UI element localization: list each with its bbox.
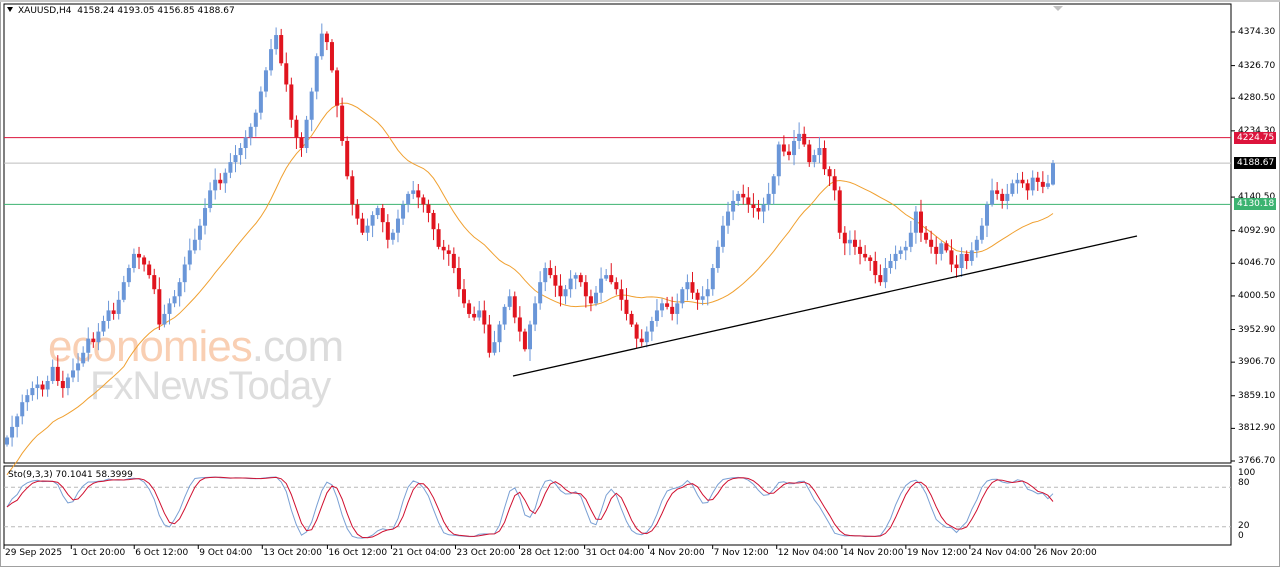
moving-average — [6, 102, 1054, 476]
price-tick-label: 3859.10 — [1238, 390, 1276, 401]
symbol-label: XAUUSD,H4 — [18, 6, 72, 16]
time-tick-label: 1 Oct 20:00 — [72, 548, 126, 558]
time-axis-ticks — [3, 545, 1036, 549]
stochastic-tick-label: 80 — [1238, 478, 1250, 488]
chart-shift-marker-icon[interactable] — [1053, 6, 1063, 11]
time-tick-label: 12 Nov 04:00 — [777, 548, 839, 558]
watermark-fxnewstoday: FxNewsToday — [90, 364, 331, 408]
price-tick-label: 3952.90 — [1238, 324, 1276, 335]
time-tick-label: 13 Oct 20:00 — [263, 548, 322, 558]
price-tick-label: 4374.30 — [1238, 27, 1276, 37]
dropdown-triangle-icon[interactable] — [7, 7, 13, 12]
price-tick-label: 4140.50 — [1238, 192, 1276, 203]
time-tick-label: 26 Nov 20:00 — [1036, 548, 1097, 558]
time-tick-label: 7 Nov 12:00 — [713, 548, 769, 558]
time-tick-label: 28 Oct 12:00 — [520, 548, 580, 558]
price-panel-border — [3, 3, 1232, 464]
price-tick-label: 3812.90 — [1238, 423, 1276, 434]
watermark-suffix: .com — [251, 322, 344, 371]
stochastic-tick-label: 100 — [1238, 468, 1256, 478]
time-tick-label: 4 Nov 20:00 — [649, 548, 705, 558]
window-top-border — [0, 0, 1280, 2]
time-tick-label: 21 Oct 04:00 — [392, 548, 452, 558]
price-tick-label: 4280.50 — [1238, 93, 1276, 104]
price-tick-label: 3766.70 — [1238, 456, 1276, 466]
ohlc-values: 4158.24 4193.05 4156.85 4188.67 — [77, 6, 235, 16]
stochastic-panel-border — [3, 465, 1232, 546]
time-tick-label: 19 Nov 12:00 — [906, 548, 968, 558]
stochastic-label: Sto(9,3,3) 70.1041 58.3999 — [8, 470, 133, 480]
price-axis-ticks — [1231, 31, 1235, 462]
time-tick-label: 23 Oct 20:00 — [456, 548, 516, 558]
price-tick-label: 4234.30 — [1238, 126, 1275, 136]
price-tick-label: 4000.50 — [1238, 290, 1276, 301]
support-level-tag: 4130.18 — [1234, 198, 1276, 211]
time-tick-label: 31 Oct 04:00 — [585, 548, 645, 558]
chart-title: XAUUSD,H4 4158.24 4193.05 4156.85 4188.6… — [7, 6, 235, 16]
stochastic-lines — [4, 476, 1231, 539]
time-tick-label: 24 Nov 04:00 — [970, 548, 1032, 558]
horizontal-lines[interactable] — [4, 137, 1231, 205]
candlesticks — [5, 23, 1055, 447]
trendline[interactable] — [512, 235, 1138, 377]
time-tick-label: 29 Sep 2025 — [5, 548, 63, 558]
current-price-tag: 4188.67 — [1234, 157, 1276, 170]
time-tick-label: 9 Oct 04:00 — [199, 548, 253, 558]
stochastic-tick-label: 20 — [1238, 521, 1250, 531]
price-tick-label: 3906.70 — [1238, 357, 1276, 368]
price-tick-label: 4092.90 — [1238, 225, 1276, 236]
resistance-level-tag: 4224.75 — [1234, 131, 1276, 144]
price-tick-label: 4326.70 — [1238, 60, 1276, 71]
price-tick-label: 4046.70 — [1238, 258, 1276, 269]
time-tick-label: 16 Oct 12:00 — [328, 548, 388, 558]
stochastic-tick-label: 0 — [1238, 531, 1244, 541]
time-tick-label: 6 Oct 12:00 — [135, 548, 189, 558]
time-tick-label: 14 Nov 20:00 — [842, 548, 904, 558]
